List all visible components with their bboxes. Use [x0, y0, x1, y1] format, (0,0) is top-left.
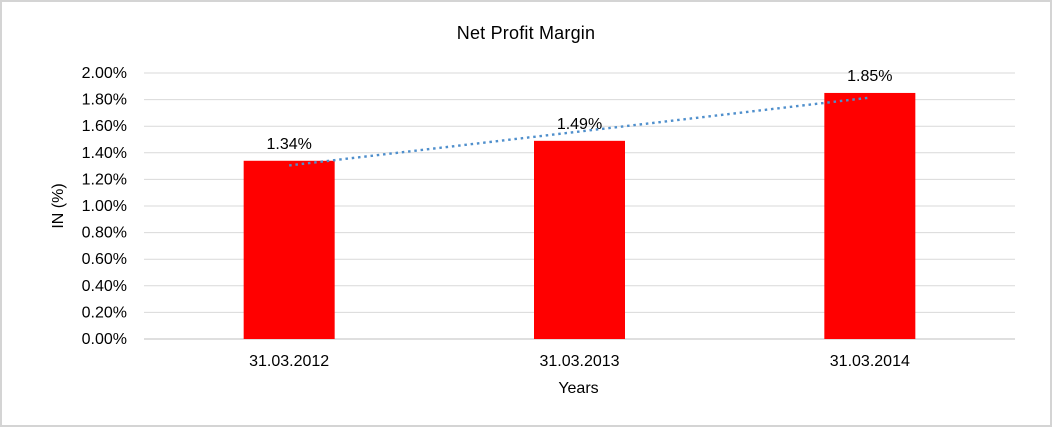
bar-data-label: 1.85%	[847, 68, 892, 85]
y-tick-label: 0.60%	[82, 251, 127, 268]
bar-data-label: 1.49%	[557, 116, 602, 133]
y-tick-label: 1.20%	[82, 171, 127, 188]
x-axis-title: Years	[558, 380, 599, 397]
bar	[243, 160, 335, 339]
y-tick-label: 0.80%	[82, 225, 127, 242]
y-tick-label: 0.40%	[82, 278, 127, 295]
trendline	[289, 96, 870, 167]
y-tick-label: 1.60%	[82, 118, 127, 135]
y-tick-label: 2.00%	[82, 65, 127, 82]
y-tick-label: 1.80%	[82, 92, 127, 109]
y-tick-label: 1.00%	[82, 198, 127, 215]
x-category-label: 31.03.2014	[830, 353, 910, 370]
y-tick-label: 1.40%	[82, 145, 127, 162]
x-category-label: 31.03.2012	[249, 353, 329, 370]
y-tick-label: 0.00%	[82, 331, 127, 348]
chart-title: Net Profit Margin	[456, 23, 596, 43]
bar-data-label: 1.34%	[266, 136, 311, 153]
bar	[824, 92, 916, 339]
y-tick-label: 0.20%	[82, 304, 127, 321]
bar	[534, 140, 625, 339]
x-category-label: 31.03.2013	[539, 353, 619, 370]
